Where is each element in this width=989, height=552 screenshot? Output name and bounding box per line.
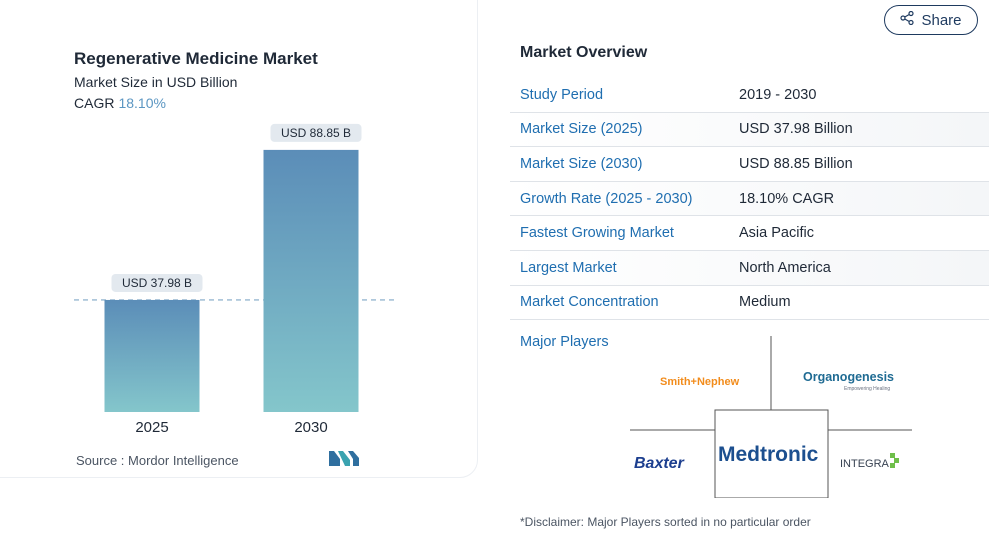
overview-row-label: Growth Rate (2025 - 2030) (520, 190, 693, 207)
bar-2030 (263, 149, 359, 412)
overview-row-label: Market Size (2030) (520, 155, 643, 172)
overview-row: Study Period 2019 - 2030 (510, 78, 989, 113)
overview-row-value: 18.10% CAGR (739, 190, 835, 207)
bar-chart: USD 37.98 B 2025 USD 88.85 B 2030 (74, 123, 394, 436)
overview-row: Fastest Growing Market Asia Pacific (510, 216, 989, 251)
overview-row-label: Study Period (520, 86, 604, 103)
share-icon (900, 10, 915, 29)
integra-name: INTEGRA (840, 458, 890, 470)
major-players-label: Major Players (520, 334, 609, 350)
data-label-bg (270, 123, 362, 142)
baxter-name: Baxter (634, 455, 685, 472)
data-label-bg (111, 273, 203, 292)
cagr-value: 18.10% (118, 95, 166, 111)
overview-row-label: Market Concentration (520, 294, 659, 311)
smith-nephew-logo: Smith+Nephew (660, 376, 740, 388)
share-button[interactable]: Share (884, 5, 978, 35)
organogenesis-name: Organogenesis (803, 370, 894, 384)
cagr-label: CAGR (74, 95, 115, 111)
overview-table: Study Period 2019 - 2030 Market Size (2025… (510, 78, 989, 321)
medtronic-logo: Medtronic (718, 443, 819, 466)
overview-row: Market Concentration Medium (510, 286, 989, 321)
overview-row: Market Size (2030) USD 88.85 Billion (510, 147, 989, 182)
overview-row-value: 2019 - 2030 (739, 86, 817, 103)
x-tick-label: 2030 (294, 419, 327, 436)
overview-row-label: Market Size (2025) (520, 121, 643, 138)
overview-row: Largest Market North America (510, 250, 989, 286)
data-label: USD 88.85 B (281, 126, 351, 140)
overview-row-label: Fastest Growing Market (520, 225, 674, 242)
share-label: Share (921, 11, 962, 29)
overview-row: Market Size (2025) USD 37.98 Billion (510, 112, 989, 148)
overview-row-value: Asia Pacific (739, 225, 814, 242)
mordor-intelligence-logo-icon (329, 450, 359, 472)
medtronic-name: Medtronic (718, 443, 819, 466)
chart-subtitle: Market Size in USD Billion (74, 74, 238, 90)
organogenesis-tagline: Empowering Healing (844, 386, 890, 392)
disclaimer-text: *Disclaimer: Major Players sorted in no … (520, 515, 811, 529)
bar-2025 (104, 299, 200, 412)
overview-row-value: USD 88.85 Billion (739, 155, 853, 172)
cagr-line: CAGR 18.10% (74, 95, 166, 111)
data-label: USD 37.98 B (122, 276, 192, 290)
overview-title: Market Overview (520, 44, 648, 61)
overview-row: Growth Rate (2025 - 2030) 18.10% CAGR (510, 181, 989, 217)
overview-row-label: Largest Market (520, 259, 617, 276)
chart-card (0, 0, 478, 478)
organogenesis-logo: Organogenesis Empowering Healing (803, 370, 894, 392)
integra-logo: INTEGRA (840, 453, 899, 470)
smith-nephew-name: Smith+Nephew (660, 376, 740, 388)
source-text: Source : Mordor Intelligence (76, 453, 239, 468)
x-tick-label: 2025 (135, 419, 168, 436)
chart-title: Regenerative Medicine Market (74, 49, 318, 68)
overview-row-value: USD 37.98 Billion (739, 121, 853, 138)
overview-row-value: Medium (739, 294, 791, 311)
overview-row-value: North America (739, 259, 831, 276)
baxter-logo: Baxter (634, 455, 685, 472)
major-players-logos: Smith+Nephew Organogenesis Empowering He… (630, 336, 912, 498)
